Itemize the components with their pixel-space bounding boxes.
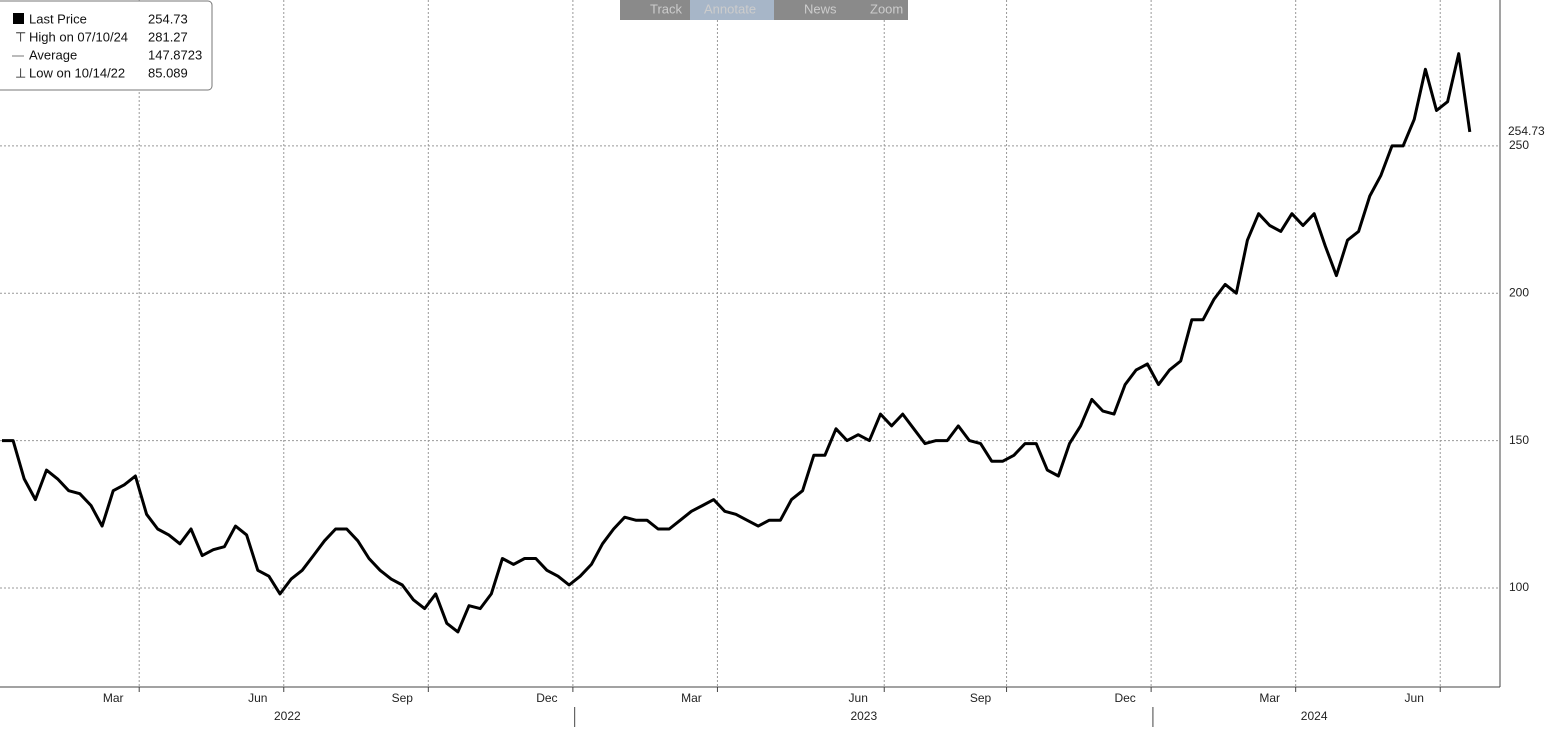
last-price-tag	[1503, 122, 1549, 139]
y-tick-label: 200	[1509, 285, 1529, 299]
legend-box	[0, 0, 213, 91]
x-tick-label: Mar	[1259, 691, 1280, 705]
legend-marker	[13, 13, 24, 24]
x-tick-label: Dec	[1114, 691, 1135, 705]
legend-value: 85.089	[148, 65, 188, 80]
x-tick-label: Jun	[1405, 691, 1424, 705]
toolbar: Track Annotate News Zoom	[620, 0, 908, 20]
y-tick-label: 250	[1509, 138, 1529, 152]
toolbar-button[interactable]: Track	[650, 1, 683, 16]
x-tick-label: Sep	[970, 691, 992, 705]
legend-label: Last Price	[29, 11, 87, 26]
x-tick-label: Dec	[536, 691, 557, 705]
toolbar-button[interactable]: Annotate	[704, 1, 756, 16]
x-group-label: 2023	[850, 709, 877, 723]
x-group-label: 2024	[1301, 709, 1328, 723]
x-tick-label: Sep	[392, 691, 414, 705]
legend-label: High on 07/10/24	[29, 29, 128, 44]
legend: Last Price 254.73 ⊤ High on 07/10/24 281…	[0, 0, 213, 91]
y-tick-label: 150	[1509, 433, 1529, 447]
toolbar-active	[690, 0, 774, 20]
toolbar-button[interactable]: Zoom	[870, 1, 903, 16]
legend-value: 254.73	[148, 11, 188, 26]
legend-value: 281.27	[148, 29, 188, 44]
legend-label: Average	[29, 47, 77, 62]
x-tick-label: Jun	[849, 691, 868, 705]
x-tick-label: Jun	[248, 691, 267, 705]
x-group-label: 2022	[274, 709, 301, 723]
price-line	[2, 52, 1472, 634]
last-price-label: 254.73	[1508, 124, 1545, 138]
legend-marker: ⊥	[15, 65, 26, 80]
y-tick-label: 100	[1509, 580, 1529, 594]
x-tick-label: Mar	[681, 691, 702, 705]
x-tick-label: Mar	[103, 691, 124, 705]
toolbar-button[interactable]: News	[804, 1, 837, 16]
legend-value: 147.8723	[148, 47, 202, 62]
legend-marker: ⊤	[15, 29, 26, 44]
legend-label: Low on 10/14/22	[29, 65, 125, 80]
